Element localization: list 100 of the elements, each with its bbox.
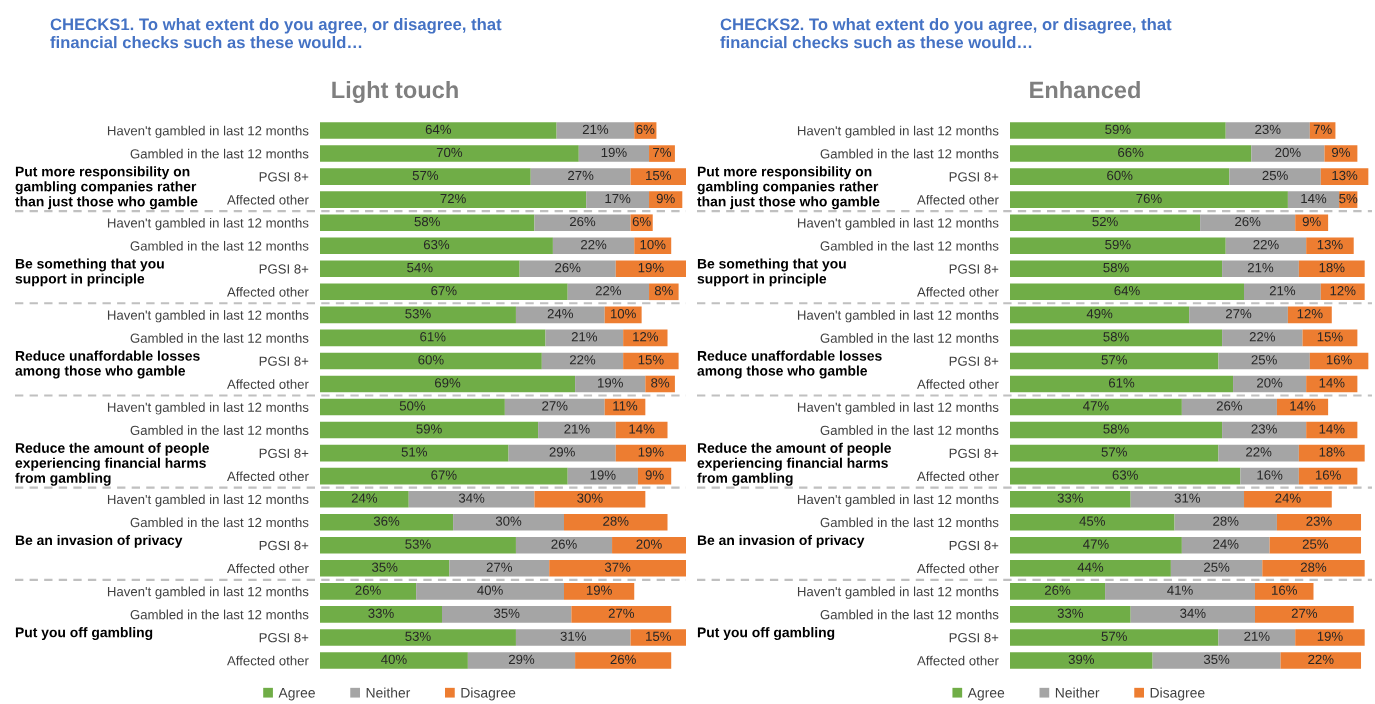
bar: [1105, 583, 1255, 600]
data-label: 59%: [416, 424, 442, 434]
data-label: 33%: [368, 608, 394, 618]
bar: [538, 421, 616, 439]
bar: [1222, 260, 1299, 278]
data-label: 14%: [1290, 401, 1316, 411]
y-tick-label: Haven't gambled in last 12 months: [797, 310, 999, 323]
chart-title: CHECKS1. To what extent do you agree, or disagree, that financial checks such as these would…: [50, 18, 502, 49]
bar: [1298, 444, 1365, 462]
data-label: 27%: [568, 170, 594, 181]
y-tick-label: PGSI 8+: [259, 633, 309, 643]
bar: [519, 260, 616, 278]
y-tick-label: Affected other: [917, 471, 999, 482]
legend-label: Agree: [278, 688, 315, 701]
data-label: 34%: [458, 493, 485, 503]
chart-subtitle: Enhanced: [1030, 81, 1140, 99]
bar: [564, 513, 668, 531]
data-label: 27%: [1226, 309, 1252, 319]
bar: [615, 260, 686, 278]
bar: [1010, 421, 1223, 439]
bar: [320, 606, 442, 623]
bar: [320, 237, 553, 255]
data-label: 9%: [1302, 216, 1321, 227]
bar: [541, 352, 624, 370]
text: Put more responsibility on gambling companies rather than just those who gamble: [697, 166, 880, 210]
data-label: 26%: [1235, 216, 1261, 227]
bar: [1225, 122, 1310, 139]
bar: [534, 490, 646, 508]
data-label: 10%: [640, 239, 666, 250]
bar: [1010, 444, 1219, 462]
data-label: 22%: [1249, 332, 1276, 342]
bar: [320, 444, 509, 462]
y-tick-label: Gambled in the last 12 months: [130, 148, 309, 159]
bar: [1306, 237, 1354, 255]
data-label: 26%: [551, 539, 577, 549]
data-label: 53%: [405, 539, 431, 549]
bar: [320, 283, 568, 301]
y-tick-label: Affected other: [227, 379, 309, 389]
bar: [320, 467, 568, 485]
y-tick-label: PGSI 8+: [949, 633, 999, 643]
data-label: 76%: [1136, 193, 1162, 204]
data-label: 13%: [1317, 239, 1343, 250]
bar: [320, 191, 587, 208]
bar: [1010, 513, 1175, 531]
bar: [449, 560, 550, 577]
text: Reduce the amount of people experiencing financial harms from gambling: [15, 442, 209, 486]
y-tick-label: PGSI 8+: [949, 540, 999, 551]
y-tick-label: Affected other: [227, 563, 309, 574]
y-tick-label: Gambled in the last 12 months: [130, 333, 309, 343]
bar: [552, 237, 635, 255]
y-tick-label: Gambled in the last 12 months: [130, 240, 309, 251]
bar: [1280, 652, 1362, 669]
y-tick-label: Gambled in the last 12 months: [820, 425, 999, 435]
y-tick-label: PGSI 8+: [949, 356, 999, 366]
bar: [1010, 490, 1131, 508]
data-label: 31%: [1174, 493, 1201, 503]
data-label: 25%: [1262, 170, 1288, 181]
data-label: 29%: [508, 654, 535, 665]
bar: [1010, 237, 1226, 255]
y-tick-label: PGSI 8+: [949, 448, 999, 459]
data-label: 6%: [632, 216, 651, 227]
bar: [1298, 260, 1365, 278]
data-label: 49%: [1086, 309, 1113, 319]
data-label: 14%: [1301, 193, 1327, 204]
bar: [320, 214, 535, 231]
data-label: 19%: [598, 378, 623, 388]
bar: [1251, 145, 1325, 162]
data-label: 58%: [1103, 424, 1129, 434]
data-label: 61%: [420, 332, 446, 342]
data-label: 27%: [486, 562, 513, 572]
data-label: 59%: [1105, 124, 1131, 135]
data-label: 26%: [355, 585, 381, 595]
data-label: 28%: [1300, 562, 1327, 572]
y-tick-label: Haven't gambled in last 12 months: [797, 402, 999, 415]
bar: [1269, 536, 1362, 554]
data-label: 57%: [412, 170, 439, 181]
data-label: 21%: [582, 124, 609, 135]
bar: [1010, 398, 1182, 416]
bar: [1244, 490, 1332, 508]
chart-subtitle: Light touch: [332, 80, 458, 104]
data-label: 35%: [494, 608, 520, 618]
bar: [534, 214, 631, 231]
bar: [320, 513, 454, 531]
text: Reduce unaffordable losses among those who gamble: [15, 350, 200, 379]
data-label: 24%: [1213, 539, 1239, 549]
text: Reduce unaffordable losses among those who gamble: [697, 350, 882, 379]
data-label: 26%: [555, 262, 581, 273]
data-label: 61%: [1108, 378, 1135, 388]
bar: [630, 168, 686, 185]
bar: [320, 490, 409, 508]
bar: [1262, 560, 1365, 577]
data-label: 23%: [1255, 124, 1281, 135]
bar: [1010, 606, 1131, 623]
bar: [515, 536, 613, 554]
y-tick-label: Affected other: [917, 563, 999, 574]
data-label: 51%: [401, 447, 428, 457]
bar: [508, 444, 616, 462]
data-label: 22%: [1253, 239, 1279, 250]
bar: [320, 375, 576, 393]
text: Put you off gambling: [15, 627, 153, 641]
